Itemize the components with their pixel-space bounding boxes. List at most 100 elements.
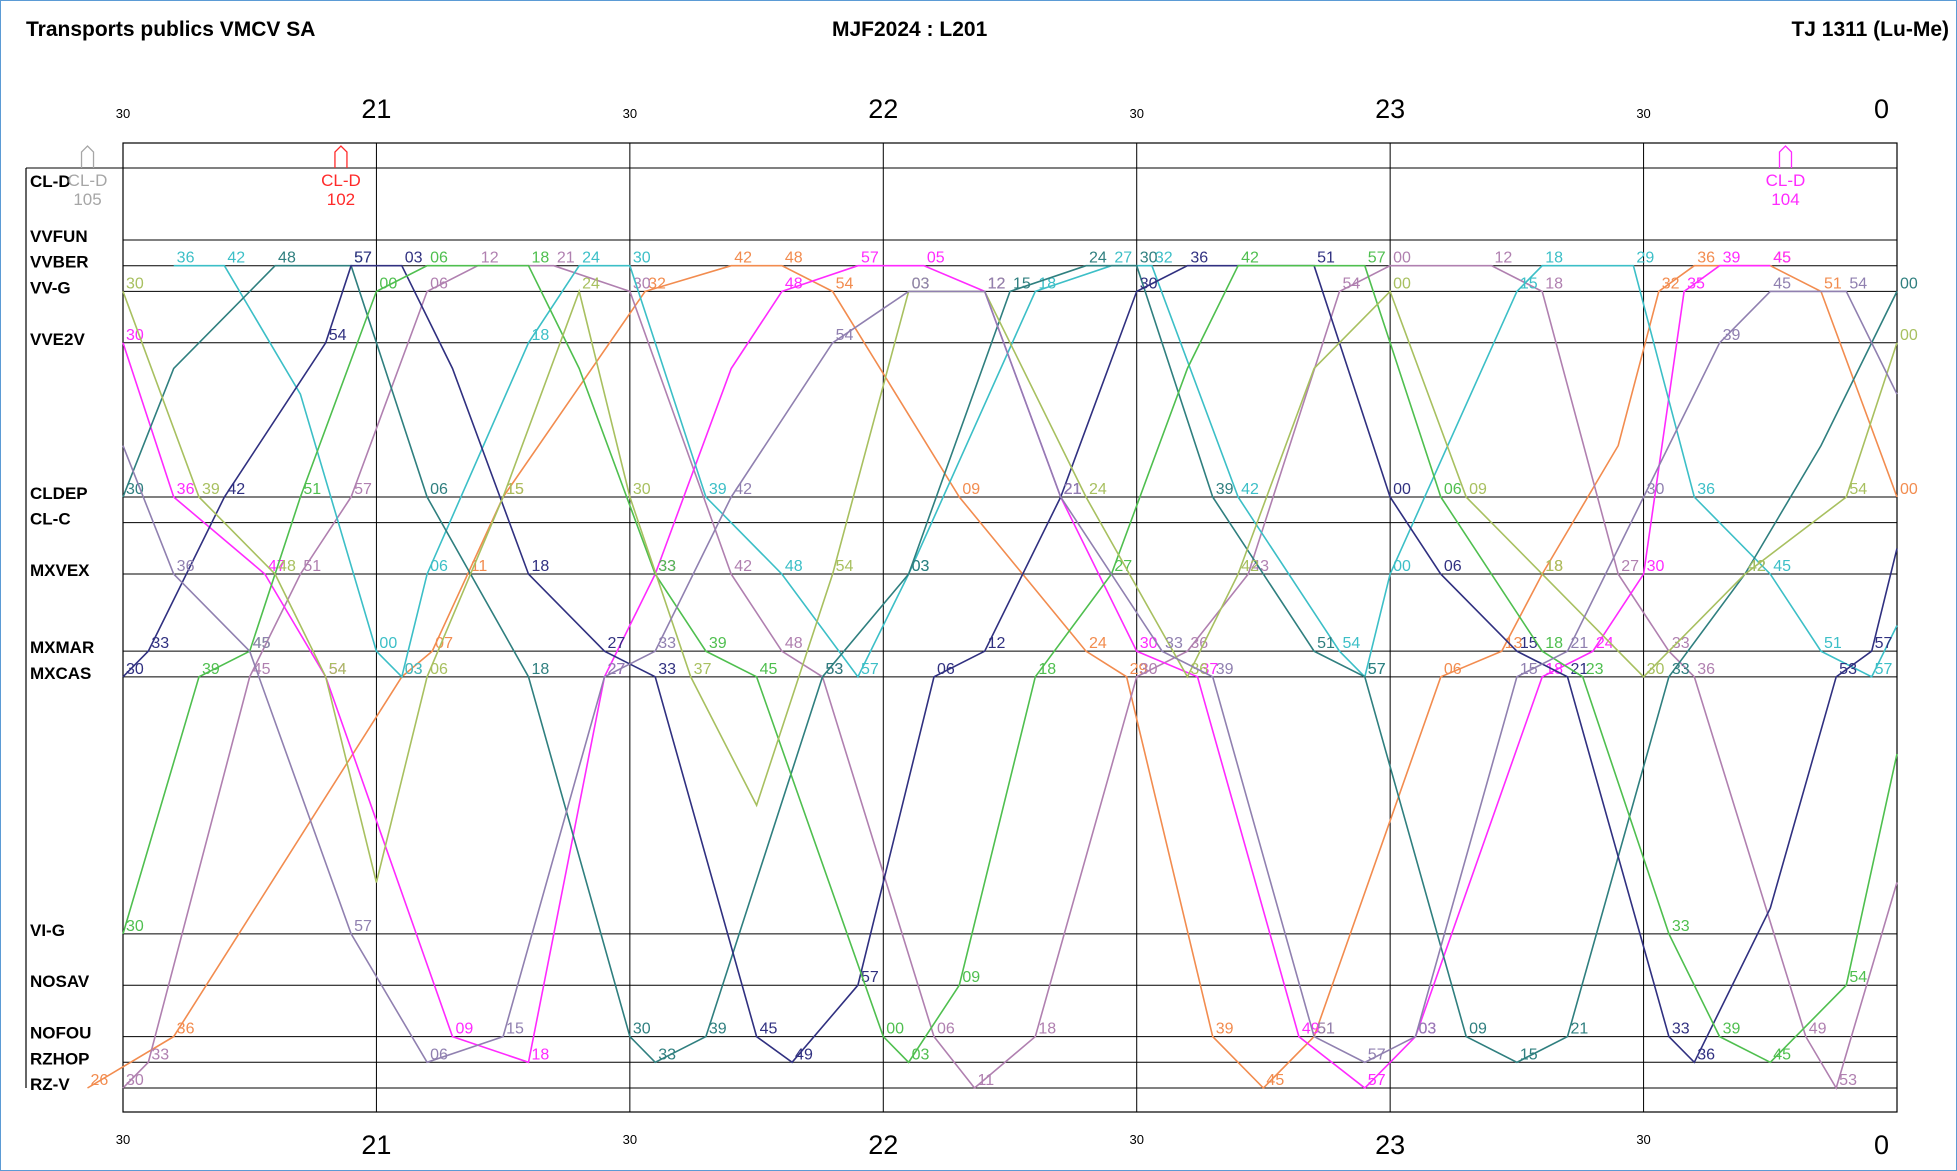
minute-label: 18 (1545, 635, 1563, 652)
minute-label: 30 (633, 481, 651, 498)
minute-label: 03 (912, 275, 930, 292)
minute-label: 45 (1773, 558, 1791, 575)
minute-label: 49 (1302, 1021, 1320, 1038)
minute-label: 33 (658, 558, 676, 575)
minute-label: 39 (1723, 1021, 1741, 1038)
minute-label: 42 (1748, 558, 1766, 575)
minute-label: 53 (825, 661, 843, 678)
minute-label: 18 (1038, 275, 1056, 292)
minute-label: 00 (1900, 327, 1918, 344)
minute-label: 06 (430, 250, 448, 267)
minute-label: 36 (1697, 481, 1715, 498)
minute-label: 27 (1621, 558, 1639, 575)
minute-label: 57 (1368, 1072, 1386, 1089)
minute-label: 21 (557, 250, 575, 267)
minute-label: 21 (1571, 661, 1589, 678)
minute-label: 00 (1900, 275, 1918, 292)
minute-label: 48 (785, 558, 803, 575)
day-type-label: TJ 1311 (Lu-Me) (1791, 18, 1949, 41)
minute-label: 48 (785, 635, 803, 652)
minute-label: 53 (1839, 661, 1857, 678)
minute-label: 51 (1317, 250, 1335, 267)
minute-label: 54 (1342, 635, 1360, 652)
minute-label: 32 (1155, 250, 1173, 267)
minute-label: 54 (1342, 275, 1360, 292)
minute-label: 18 (1038, 1021, 1056, 1038)
minute-label: 18 (1545, 558, 1563, 575)
stop-label: RZHOP (30, 1049, 90, 1068)
minute-label: 15 (506, 481, 524, 498)
minute-label: 51 (1317, 635, 1335, 652)
minute-label: 30 (1647, 558, 1665, 575)
minute-label: 57 (1368, 1046, 1386, 1063)
minute-label: 18 (1545, 558, 1563, 575)
minute-label: 30 (1647, 661, 1665, 678)
minute-label: 26 (91, 1072, 109, 1089)
time-tick-label: 30 (1129, 1132, 1143, 1147)
minute-label: 09 (455, 1021, 473, 1038)
minute-label: 48 (278, 558, 296, 575)
minute-label: 51 (1824, 635, 1842, 652)
vehicle-trace (122, 264, 1898, 1064)
minute-label: 30 (126, 661, 144, 678)
minute-label: 06 (1444, 661, 1462, 678)
time-tick-label: 22 (868, 94, 898, 124)
minute-label: 18 (1038, 661, 1056, 678)
minute-label: 27 (1114, 250, 1132, 267)
minute-label: 29 (1636, 250, 1654, 267)
time-tick-label: 21 (361, 1130, 391, 1160)
minute-label: 09 (962, 969, 980, 986)
minute-label: 51 (303, 481, 321, 498)
stop-label: VVFUN (30, 227, 88, 246)
time-tick-label: 22 (868, 1130, 898, 1160)
time-tick-label: 30 (1129, 106, 1143, 121)
minute-label: 06 (1444, 558, 1462, 575)
minute-label: 00 (1393, 481, 1411, 498)
minute-label: 48 (278, 250, 296, 267)
minute-label: 51 (1317, 1021, 1335, 1038)
minute-label: 39 (709, 481, 727, 498)
minute-label: 03 (912, 1046, 930, 1063)
minute-label: 39 (202, 481, 220, 498)
minute-label: 12 (988, 635, 1006, 652)
minute-label: 03 (912, 275, 930, 292)
minute-label: 00 (886, 1021, 904, 1038)
minute-label: 39 (709, 1021, 727, 1038)
minute-label: 33 (1672, 661, 1690, 678)
time-tick-label: 23 (1375, 94, 1405, 124)
time-tick-label: 30 (623, 1132, 637, 1147)
minute-label: 21 (1064, 481, 1082, 498)
minute-label: 33 (658, 635, 676, 652)
minute-label: 12 (988, 275, 1006, 292)
minute-label: 57 (1875, 635, 1893, 652)
minute-label: 15 (1520, 661, 1538, 678)
minute-label: 54 (1849, 969, 1867, 986)
minute-label: 03 (1418, 1021, 1436, 1038)
minute-label: 33 (151, 635, 169, 652)
minute-label: 33 (1672, 635, 1690, 652)
minute-label: 36 (177, 250, 195, 267)
vehicle-trace (122, 264, 1898, 1090)
minute-label: 30 (126, 1072, 144, 1089)
minute-label: 54 (836, 327, 854, 344)
stop-label: RZ-V (30, 1075, 70, 1094)
stop-label: MXCAS (30, 664, 91, 683)
minute-label: 54 (1849, 275, 1867, 292)
minute-label: 30 (126, 481, 144, 498)
stop-gridlines (26, 167, 1897, 1089)
minute-label: 15 (506, 1021, 524, 1038)
minute-label: 15 (1520, 275, 1538, 292)
minute-label: 06 (430, 558, 448, 575)
minute-label: 36 (1697, 661, 1715, 678)
top-time-axis: 30 21 30 22 30 23 30 0 (116, 94, 1889, 124)
stop-label: VVBER (30, 253, 89, 272)
minute-label: 24 (1089, 250, 1107, 267)
minute-label: 18 (531, 558, 549, 575)
minute-label: 03 (912, 558, 930, 575)
minute-label: 45 (1773, 1046, 1791, 1063)
minute-label: 42 (227, 250, 245, 267)
time-gridlines (122, 143, 1898, 1112)
minute-label: 30 (633, 250, 651, 267)
minute-label: 32 (1662, 275, 1680, 292)
